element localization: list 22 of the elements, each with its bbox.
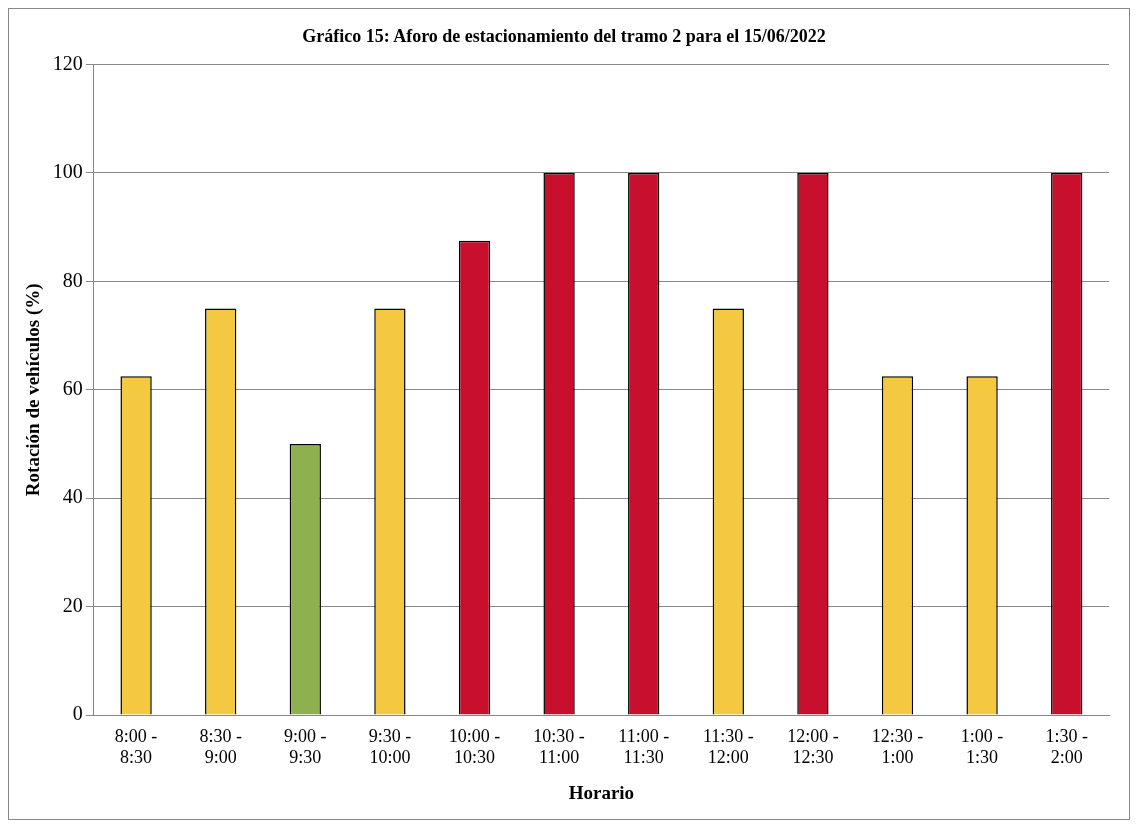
y-tick-label: 120	[52, 51, 83, 74]
x-tick-label: 9:00 - 9:30	[284, 725, 327, 768]
y-tick-label: 60	[62, 377, 83, 400]
y-tick-label: 100	[52, 160, 83, 183]
x-tick-label: 11:00 - 11:30	[618, 725, 670, 768]
x-tick-label: 10:30 - 11:00	[533, 725, 585, 768]
y-tick-label: 20	[62, 593, 83, 616]
x-tick-label: 8:00 - 8:30	[114, 725, 158, 768]
x-tick-label: 9:30 - 10:00	[368, 725, 412, 768]
x-tick-label: 8:30 - 9:00	[199, 725, 242, 768]
chart-title: Gráfico 15: Aforo de estacionamiento del tramo 2 para el 15/06/2022	[302, 26, 826, 47]
x-tick-label: 12:30 - 1:00	[871, 725, 924, 768]
x-tick-label: 10:00 - 10:30	[448, 725, 501, 768]
x-tick-label: 1:00 - 1:30	[960, 725, 1004, 768]
x-tick-label: 12:00 - 12:30	[787, 725, 839, 768]
x-axis-title: Horario	[568, 781, 635, 803]
y-axis-title: Rotación de vehículos (%)	[22, 283, 45, 497]
y-tick-label: 0	[72, 702, 83, 725]
x-tick-label: 11:30 - 12:00	[702, 725, 754, 768]
y-tick-label: 40	[62, 485, 83, 508]
y-tick-label: 80	[62, 268, 83, 291]
x-tick-label: 1:30 - 2:00	[1045, 725, 1088, 768]
